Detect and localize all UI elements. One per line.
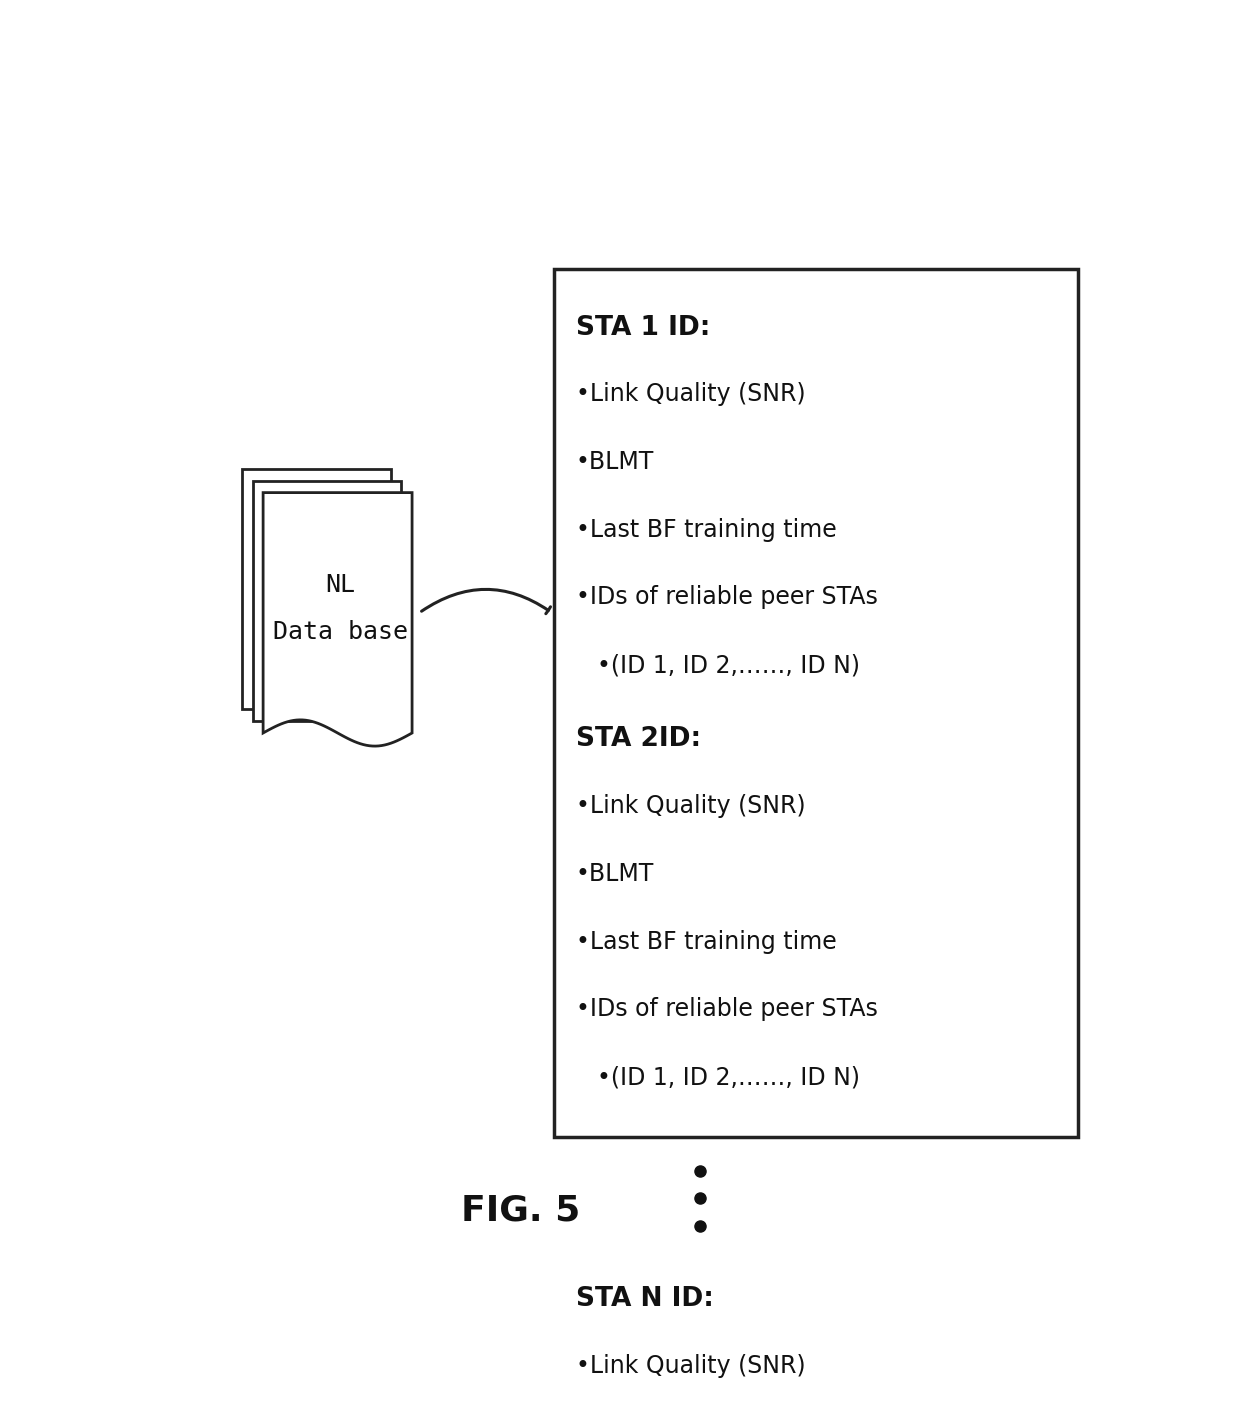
Text: •Link Quality (SNR): •Link Quality (SNR) xyxy=(575,382,806,406)
Text: •BLMT: •BLMT xyxy=(575,450,655,474)
Text: •IDs of reliable peer STAs: •IDs of reliable peer STAs xyxy=(575,998,878,1022)
Text: •IDs of reliable peer STAs: •IDs of reliable peer STAs xyxy=(575,586,878,610)
Text: •Link Quality (SNR): •Link Quality (SNR) xyxy=(575,795,806,819)
Text: •BLMT: •BLMT xyxy=(575,861,655,885)
FancyBboxPatch shape xyxy=(242,468,391,710)
Text: STA 1 ID:: STA 1 ID: xyxy=(575,315,711,341)
Text: •(ID 1, ID 2,……, ID N): •(ID 1, ID 2,……, ID N) xyxy=(596,1066,861,1090)
Text: •(ID 1, ID 2,……, ID N): •(ID 1, ID 2,……, ID N) xyxy=(596,653,861,677)
FancyBboxPatch shape xyxy=(253,481,402,721)
Text: •Link Quality (SNR): •Link Quality (SNR) xyxy=(575,1354,806,1378)
Text: Data base: Data base xyxy=(273,620,408,644)
Text: STA 2ID:: STA 2ID: xyxy=(575,727,701,752)
Text: •Last BF training time: •Last BF training time xyxy=(575,929,837,954)
FancyBboxPatch shape xyxy=(554,268,1078,1137)
Text: STA N ID:: STA N ID: xyxy=(575,1286,714,1311)
Text: •Last BF training time: •Last BF training time xyxy=(575,518,837,542)
Text: NL: NL xyxy=(325,573,356,597)
PathPatch shape xyxy=(263,492,412,746)
Text: FIG. 5: FIG. 5 xyxy=(460,1193,580,1227)
